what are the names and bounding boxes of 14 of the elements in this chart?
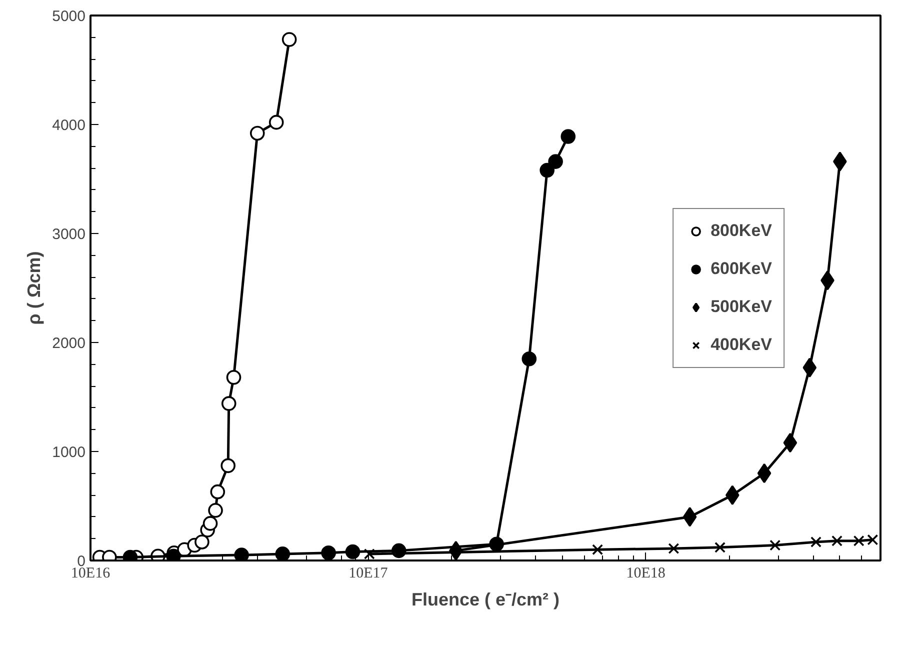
x-tick-label: 10E17 <box>348 566 388 582</box>
x-tick-label: 10E18 <box>626 566 666 582</box>
y-axis-title: ρ ( Ωcm) <box>24 251 44 325</box>
legend-label: 600KeV <box>710 258 772 278</box>
x-axis-title: Fluence ( e⁻/cm² ) <box>411 590 560 610</box>
y-tick-label: 1000 <box>52 444 86 461</box>
legend-label: 800KeV <box>710 220 772 240</box>
x-tick-label: 10E16 <box>70 566 111 582</box>
y-tick-label: 5000 <box>52 8 86 25</box>
legend-label: 500KeV <box>710 296 772 316</box>
y-tick-label: 3000 <box>52 226 86 243</box>
y-tick-label: 2000 <box>52 335 86 352</box>
legend-label: 400KeV <box>710 334 772 354</box>
y-tick-label: 4000 <box>52 117 86 134</box>
